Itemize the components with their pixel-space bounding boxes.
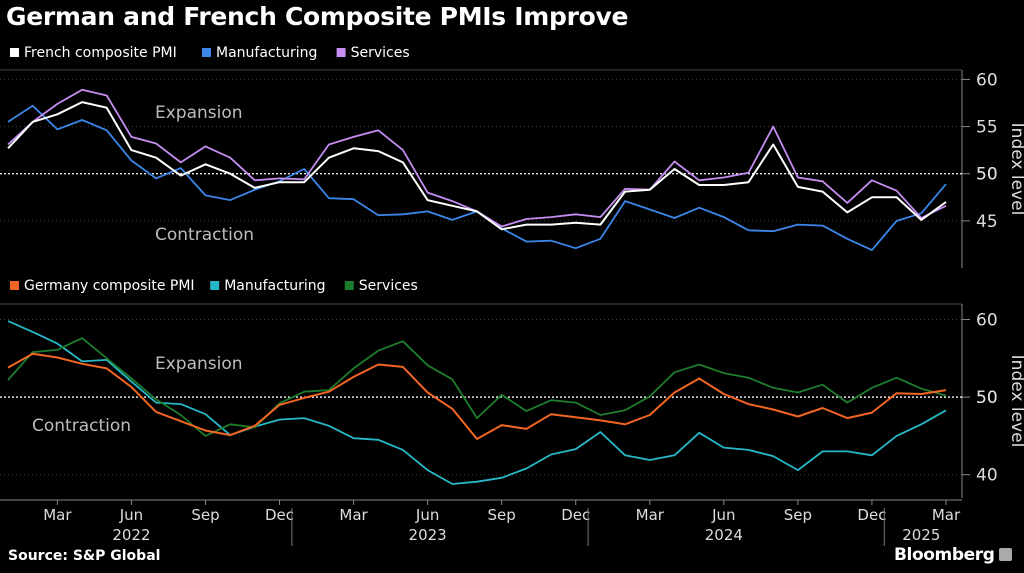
series-line-french-composite-pmi xyxy=(7,101,947,231)
y-tick-label: 45 xyxy=(976,212,998,232)
legend-swatch xyxy=(336,48,346,57)
x-tick-label: Dec xyxy=(857,506,886,524)
series-line-services xyxy=(7,337,947,437)
legend-label: Manufacturing xyxy=(224,278,325,294)
contraction-label: Contraction xyxy=(155,225,254,245)
x-tick-label: Jun xyxy=(415,506,439,524)
expansion-label: Expansion xyxy=(155,103,243,123)
x-year-label: 2023 xyxy=(409,526,447,544)
source-note: Source: S&P Global xyxy=(8,548,161,564)
y-tick-label: 60 xyxy=(976,70,998,90)
y-tick-label: 50 xyxy=(976,165,998,185)
y-tick-label: 40 xyxy=(976,466,998,486)
brand-name: Bloomberg xyxy=(894,545,995,565)
legend-label: Germany composite PMI xyxy=(24,278,195,294)
x-year-label: 2022 xyxy=(112,526,150,544)
bloomberg-icon xyxy=(998,548,1012,561)
series-line-germany-composite-pmi xyxy=(7,352,947,440)
x-tick-label: Jun xyxy=(711,506,735,524)
contraction-label: Contraction xyxy=(32,416,131,436)
legend-swatch xyxy=(210,281,220,290)
legend-swatch xyxy=(344,281,354,290)
x-tick-label: Sep xyxy=(191,506,219,524)
y-tick-label: 60 xyxy=(976,311,998,331)
x-tick-label: Sep xyxy=(488,506,516,524)
x-year-label: 2024 xyxy=(705,526,743,544)
legend-swatch xyxy=(10,281,19,290)
x-tick-label: Mar xyxy=(636,506,665,524)
legend-swatch xyxy=(10,48,19,57)
x-tick-label: Sep xyxy=(784,506,812,524)
legend-label: Services xyxy=(359,278,418,294)
x-tick-label: Mar xyxy=(932,506,961,524)
x-tick-label: Dec xyxy=(265,506,294,524)
x-tick-label: Dec xyxy=(561,506,590,524)
legend-label: Manufacturing xyxy=(216,45,317,61)
y-axis-title: Index level xyxy=(1007,123,1024,216)
x-year-label: 2025 xyxy=(902,526,940,544)
legend-label: Services xyxy=(351,45,410,61)
legend-label: French composite PMI xyxy=(24,45,177,61)
x-tick-label: Mar xyxy=(43,506,72,524)
expansion-label: Expansion xyxy=(155,354,243,374)
series-line-services xyxy=(7,88,947,228)
bloomberg-logo: Bloomberg xyxy=(894,545,1012,565)
legend-swatch xyxy=(202,48,211,57)
y-tick-label: 55 xyxy=(976,118,998,138)
series-line-manufacturing xyxy=(7,320,947,485)
x-tick-label: Mar xyxy=(339,506,368,524)
y-tick-label: 50 xyxy=(976,165,998,185)
chart-title: German and French Composite PMIs Improve xyxy=(6,2,629,31)
y-tick-label: 50 xyxy=(976,388,998,408)
y-tick-label: 50 xyxy=(976,388,998,408)
y-axis-title: Index level xyxy=(1007,355,1024,448)
x-tick-label: Jun xyxy=(119,506,143,524)
